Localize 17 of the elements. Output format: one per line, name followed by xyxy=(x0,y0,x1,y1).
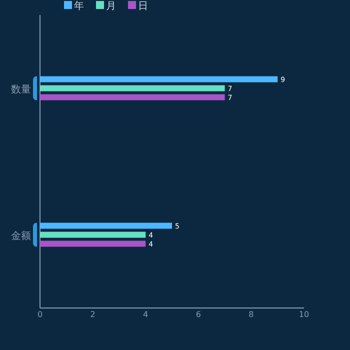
x-tick-label: 8 xyxy=(248,310,254,319)
bar xyxy=(40,222,172,229)
x-tick-label: 6 xyxy=(196,310,201,319)
bar xyxy=(40,240,146,247)
x-tick-label: 4 xyxy=(143,310,148,319)
x-tick-label: 0 xyxy=(37,310,43,319)
bar xyxy=(40,94,225,100)
bar xyxy=(40,232,146,238)
legend-label: 年 xyxy=(74,0,84,12)
bar xyxy=(40,76,278,82)
legend-label: 月 xyxy=(106,1,116,12)
x-tick-label: 2 xyxy=(90,310,96,319)
y-tick-label: 金额 xyxy=(11,230,31,242)
bar xyxy=(40,85,225,92)
legend-label: 日 xyxy=(138,1,148,12)
x-tick-label: 10 xyxy=(298,310,310,319)
y-tick-label: 数量 xyxy=(11,84,31,96)
